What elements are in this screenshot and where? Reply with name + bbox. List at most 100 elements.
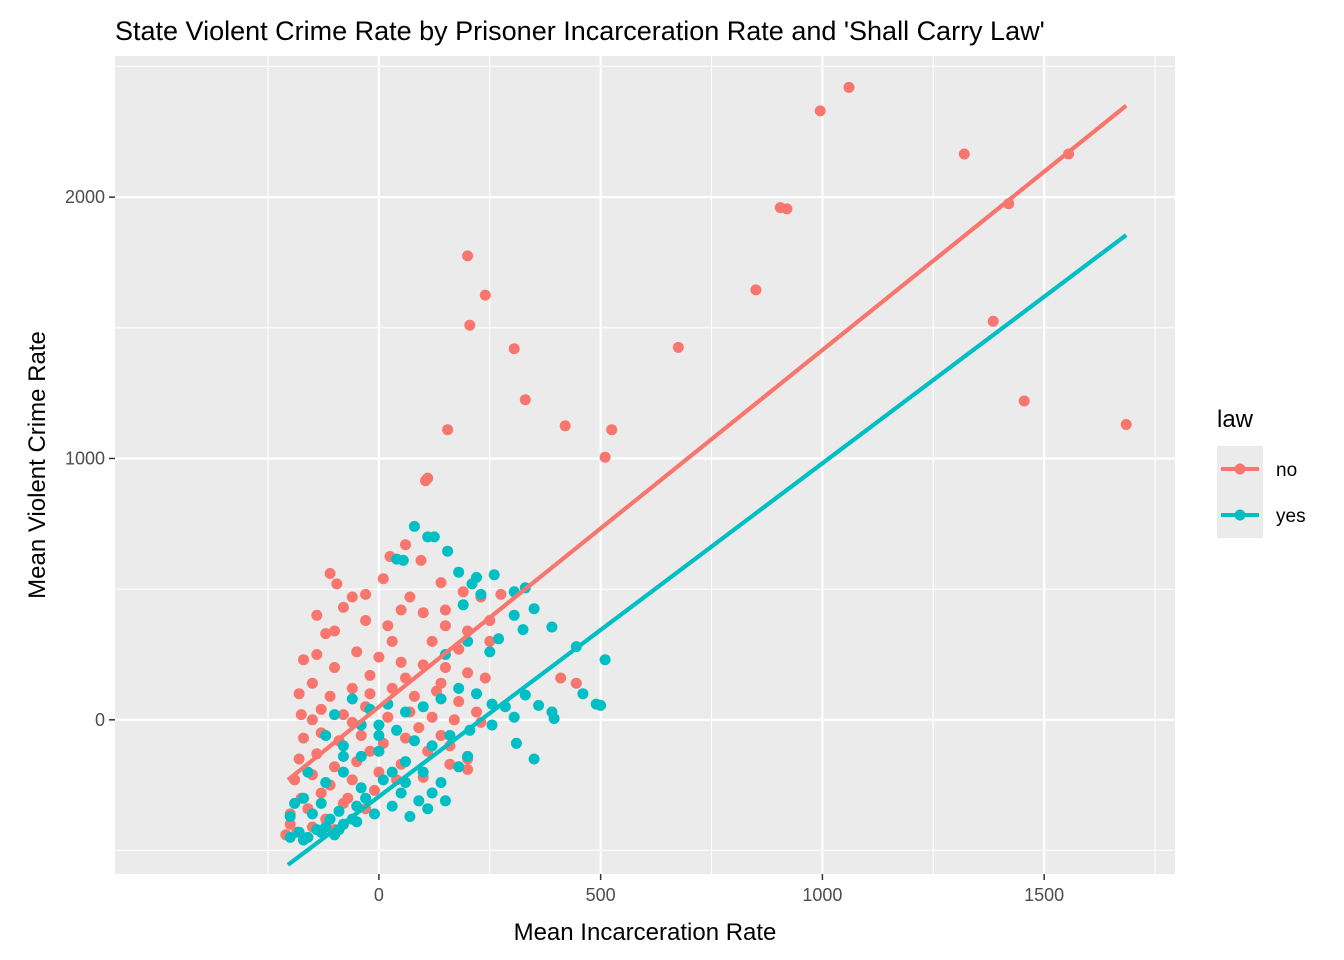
x-axis-ticks: 0 500 1000 1500 — [374, 874, 1064, 905]
series-points-yes — [284, 520, 611, 846]
data-point-no — [555, 672, 567, 684]
data-point-yes — [486, 698, 498, 710]
data-point-no — [331, 578, 343, 590]
data-point-no — [442, 424, 454, 436]
data-point-yes — [329, 709, 340, 721]
data-point-no — [342, 792, 354, 804]
data-point-no — [415, 554, 427, 566]
x-tick-label: 500 — [586, 885, 616, 905]
data-point-no — [360, 588, 372, 600]
data-point-no — [382, 711, 394, 723]
data-point-yes — [599, 654, 611, 666]
data-point-no — [400, 539, 411, 551]
data-point-yes — [577, 688, 589, 700]
fit-line-no — [286, 104, 1128, 782]
data-point-yes — [400, 706, 411, 718]
x-tick-label: 0 — [374, 885, 384, 905]
data-point-yes — [475, 588, 487, 600]
data-point-yes — [466, 578, 478, 590]
data-point-no — [346, 682, 358, 694]
legend-marker-no — [1234, 463, 1246, 475]
data-point-no — [329, 625, 340, 637]
data-point-no — [439, 620, 451, 632]
data-point-no — [364, 745, 376, 757]
data-point-yes — [298, 792, 309, 804]
data-point-no — [462, 764, 474, 775]
data-point-yes — [302, 766, 314, 778]
data-point-no — [435, 577, 447, 589]
data-point-yes — [417, 701, 429, 713]
data-point-yes — [386, 766, 398, 778]
data-point-no — [479, 289, 491, 301]
y-tick-label: 0 — [95, 710, 105, 730]
minor-gridlines — [115, 56, 1175, 874]
data-point-no — [369, 784, 380, 796]
data-point-yes — [508, 711, 520, 723]
legend-title: law — [1217, 406, 1254, 433]
data-point-no — [311, 609, 323, 621]
data-point-yes — [453, 761, 465, 773]
y-axis-ticks: 0 1000 2000 — [65, 187, 115, 730]
data-point-no — [346, 774, 358, 786]
data-point-yes — [284, 831, 296, 843]
data-point-no — [464, 319, 476, 331]
data-point-no — [408, 690, 420, 702]
legend-label-no: no — [1276, 460, 1297, 481]
data-point-yes — [426, 740, 438, 752]
data-point-yes — [400, 756, 411, 768]
data-point-yes — [462, 750, 474, 762]
legend: law no yes — [1217, 406, 1306, 538]
data-point-yes — [595, 699, 607, 711]
y-tick-label: 2000 — [65, 187, 105, 207]
data-point-yes — [488, 569, 500, 581]
legend-label-yes: yes — [1276, 506, 1306, 527]
data-point-no — [373, 651, 385, 663]
y-axis-title: Mean Violent Crime Rate — [24, 331, 51, 599]
data-point-no — [320, 628, 332, 640]
data-point-yes — [397, 554, 409, 566]
data-point-no — [471, 706, 482, 718]
data-point-no — [448, 714, 460, 726]
data-point-no — [324, 690, 336, 702]
data-point-no — [364, 669, 376, 681]
data-point-no — [395, 656, 407, 668]
data-point-yes — [391, 724, 403, 736]
data-point-yes — [284, 811, 296, 822]
x-tick-label: 1000 — [802, 885, 842, 905]
data-point-yes — [508, 609, 520, 621]
data-point-no — [404, 591, 416, 603]
data-point-yes — [337, 740, 349, 752]
data-point-no — [295, 709, 307, 721]
data-point-no — [1120, 419, 1132, 430]
data-point-yes — [457, 599, 469, 611]
data-point-yes — [528, 603, 540, 615]
data-point-yes — [355, 782, 367, 794]
data-point-yes — [320, 730, 332, 741]
data-point-no — [355, 730, 367, 741]
data-point-no — [843, 81, 855, 93]
data-point-no — [453, 696, 465, 707]
data-point-no — [364, 688, 376, 700]
data-point-yes — [355, 750, 367, 762]
data-point-yes — [493, 633, 505, 645]
data-point-no — [457, 586, 469, 598]
data-point-no — [284, 818, 296, 830]
fit-lines — [286, 104, 1128, 867]
data-point-yes — [439, 795, 451, 807]
y-tick-label: 1000 — [65, 448, 105, 468]
data-point-no — [1018, 395, 1030, 407]
data-point-yes — [298, 834, 309, 846]
data-point-yes — [404, 811, 416, 822]
data-point-no — [315, 703, 327, 715]
data-point-yes — [337, 766, 349, 778]
data-point-yes — [428, 531, 440, 543]
data-point-no — [420, 475, 431, 487]
data-point-no — [495, 588, 507, 600]
data-point-no — [479, 672, 491, 684]
data-point-no — [439, 604, 451, 616]
data-point-no — [444, 758, 456, 770]
data-point-no — [298, 654, 309, 666]
data-point-no — [337, 601, 349, 613]
data-point-no — [958, 148, 970, 160]
